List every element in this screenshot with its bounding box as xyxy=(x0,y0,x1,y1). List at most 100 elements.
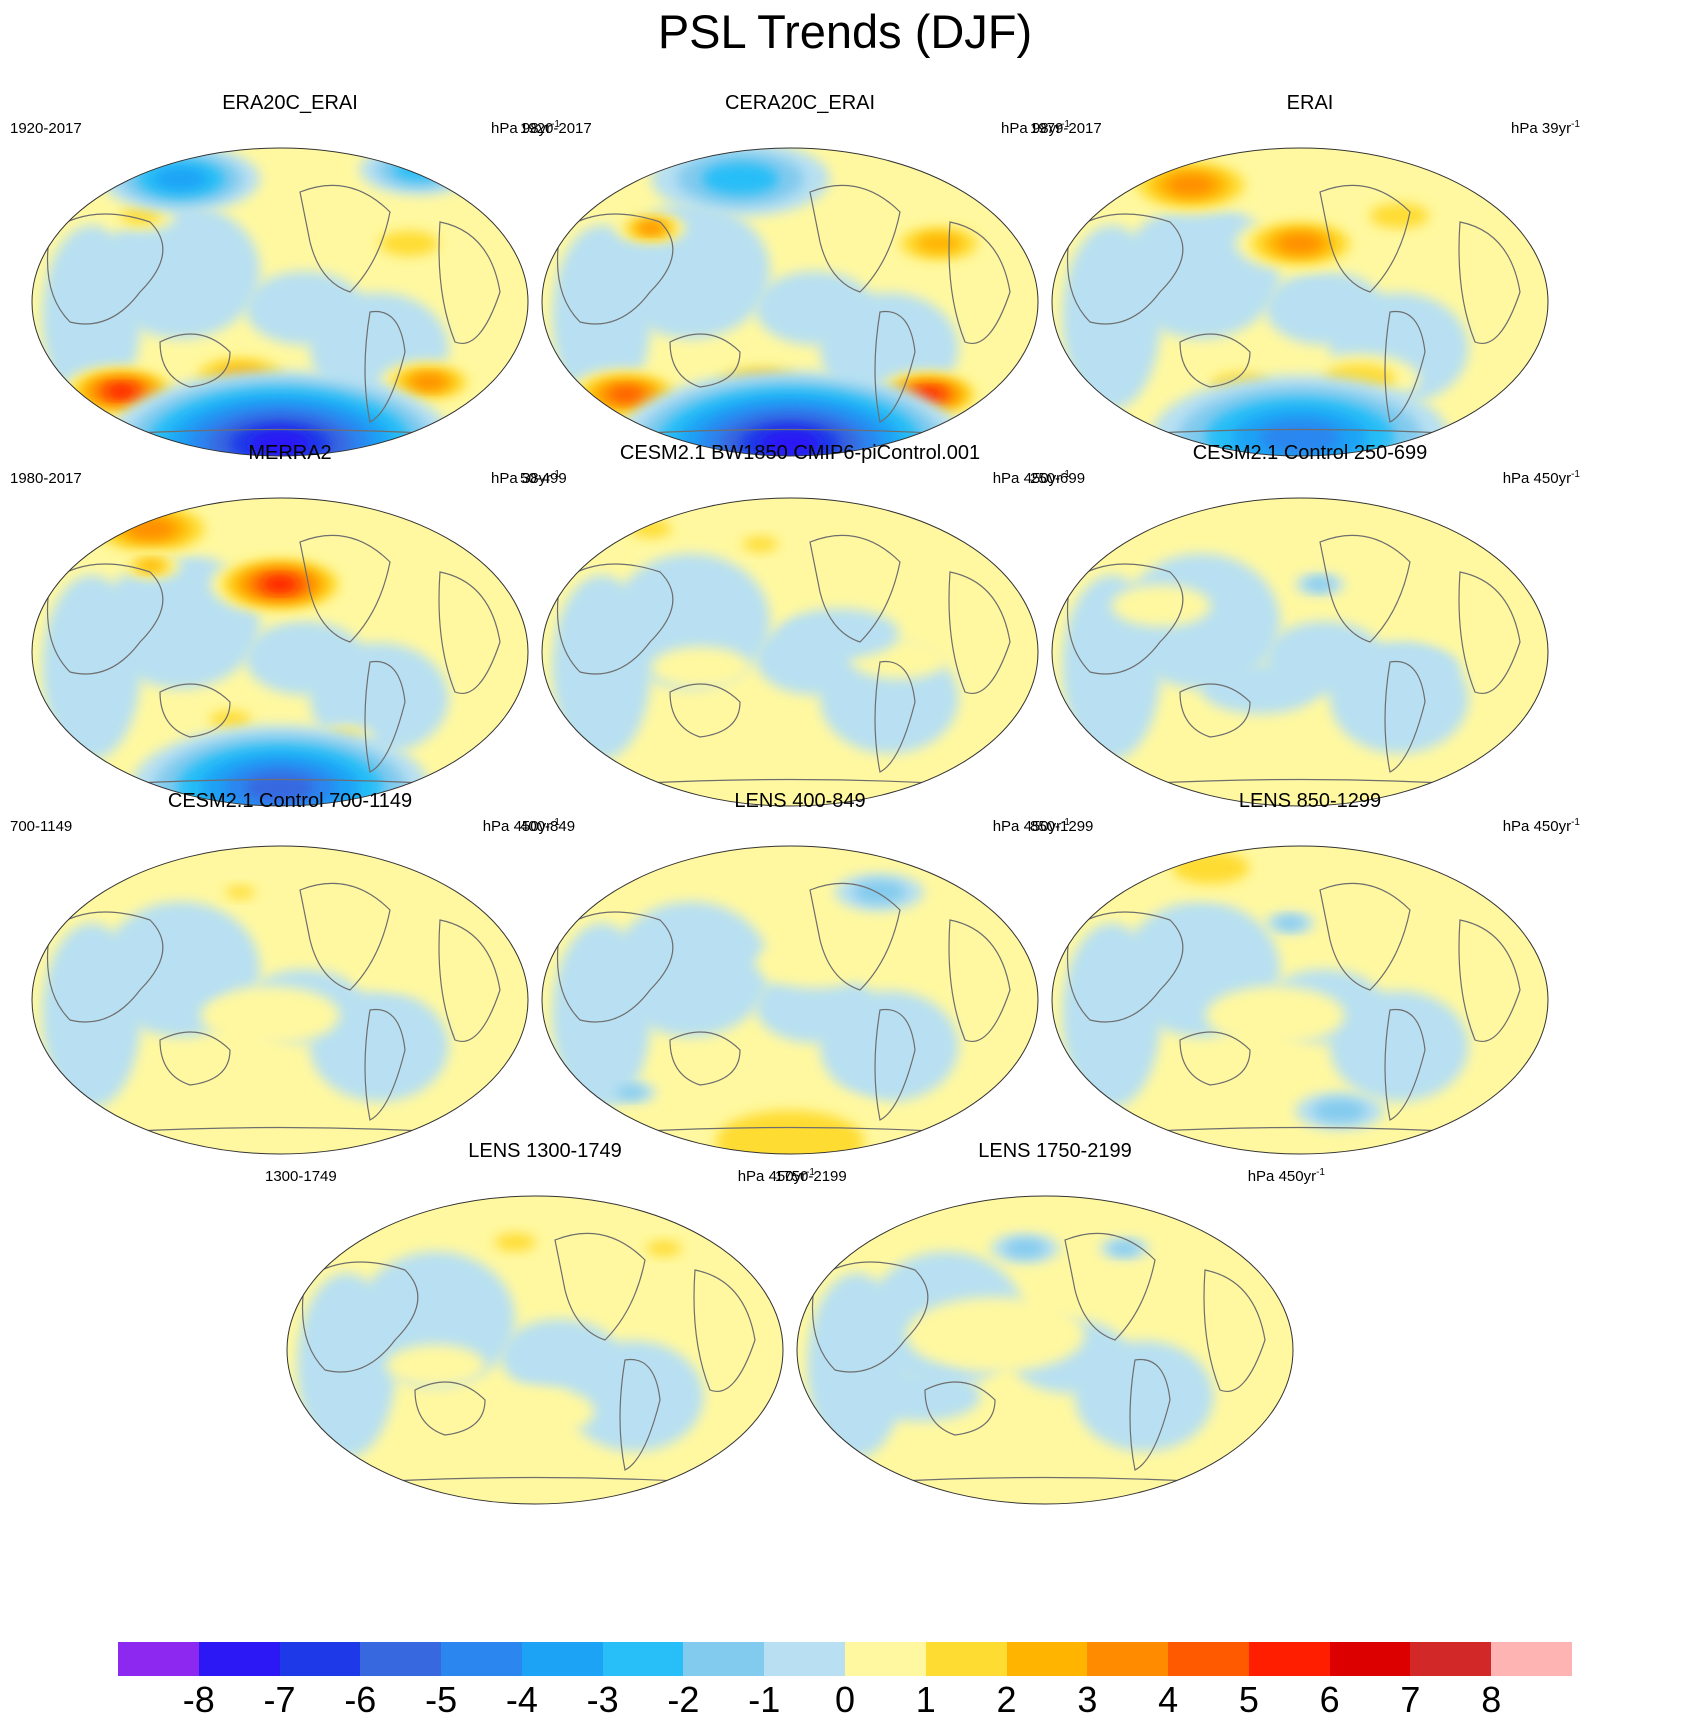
map-panel: LENS 1300-1749 1300-1749 hPa 450yr-1 xyxy=(265,1140,825,1520)
panel-title: ERAI xyxy=(1286,92,1334,114)
map-svg xyxy=(1051,497,1549,807)
units-exponent: -1 xyxy=(806,1167,815,1178)
map-svg xyxy=(541,845,1039,1155)
units-value: 450yr xyxy=(513,818,552,835)
colorbar-tick: 4 xyxy=(1158,1679,1179,1720)
map-svg xyxy=(541,497,1039,807)
colorbar-tick: 5 xyxy=(1238,1679,1259,1720)
trend-contour xyxy=(780,608,900,659)
trend-contour xyxy=(494,1233,536,1251)
trend-contour xyxy=(1359,646,1459,689)
units-prefix: hPa xyxy=(491,470,522,487)
map-panel: MERRA2 1980-2017 hPa 38yr-1 xyxy=(10,442,570,822)
panel-title: ERA20C_ERAI xyxy=(222,92,358,114)
units-prefix: hPa xyxy=(1511,120,1542,137)
map-svg xyxy=(31,497,529,807)
units-prefix: hPa xyxy=(1001,120,1032,137)
colorbar-swatch xyxy=(1087,1642,1169,1676)
colorbar-swatch xyxy=(279,1642,361,1676)
panel-period: 1300-1749 xyxy=(265,1168,337,1185)
panel-title: LENS 850-1299 xyxy=(1238,790,1382,812)
negative-zone xyxy=(1061,923,1162,1108)
units-prefix: hPa xyxy=(1247,1168,1279,1185)
units-exponent: -1 xyxy=(1571,817,1580,828)
colorbar-tick: 1 xyxy=(915,1679,936,1720)
colorbar-tick: 0 xyxy=(834,1679,856,1720)
map-panel: ERA20C_ERAI 1920-2017 hPa 98yr-1 xyxy=(10,92,570,472)
colorbar-swatch xyxy=(1410,1642,1492,1676)
colorbar-swatch xyxy=(118,1642,200,1676)
map-panel: LENS 1750-2199 1750-2199 hPa 450yr-1 xyxy=(775,1140,1335,1520)
negative-zone xyxy=(245,621,365,696)
map-border xyxy=(31,497,529,807)
panel-units: hPa 450yr-1 xyxy=(738,1164,815,1186)
negative-zone xyxy=(101,203,261,339)
negative-zone xyxy=(41,575,142,760)
panel-title: CERA20C_ERAI xyxy=(724,92,876,114)
panel-title: LENS 400-849 xyxy=(734,790,866,812)
panel-period: 50-499 xyxy=(520,470,567,487)
panel-units: hPa 450yr-1 xyxy=(993,814,1070,836)
trend-contour xyxy=(225,885,256,899)
map-panel: CERA20C_ERAI 1920-2017 hPa 98yr-1 xyxy=(520,92,1080,472)
colorbar-tick-labels: -8 -7 -6 -5 -4 -3 -2 -1 0 1 2 3 4 5 6 7 8 xyxy=(0,1680,1690,1724)
colorbar-swatch xyxy=(1491,1642,1573,1676)
panel-units: hPa 39yr-1 xyxy=(1511,116,1580,138)
trend-contour xyxy=(1167,175,1215,195)
panel-period: 700-1149 xyxy=(10,818,73,835)
trend-contour xyxy=(715,1110,865,1154)
units-exponent: -1 xyxy=(1061,119,1070,130)
trend-contour xyxy=(646,1240,682,1256)
units-value: 98yr xyxy=(521,120,552,137)
negative-zone xyxy=(611,901,771,1037)
panel-period: 850-1299 xyxy=(1030,818,1094,835)
trend-contour xyxy=(376,151,462,188)
colorbar-swatch xyxy=(764,1642,846,1676)
colorbar-tick: -2 xyxy=(667,1679,700,1720)
map-border xyxy=(31,845,529,1155)
panel-period: 1920-2017 xyxy=(10,120,82,137)
panel-units: hPa 450yr-1 xyxy=(1248,1164,1325,1186)
negative-zone xyxy=(755,969,875,1044)
map-svg xyxy=(1051,845,1549,1155)
units-exponent: -1 xyxy=(551,817,560,828)
trend-contour xyxy=(120,207,162,225)
map-border xyxy=(1051,147,1549,457)
map-border xyxy=(541,497,1039,807)
negative-zone xyxy=(41,225,142,410)
map-panel: ERAI 1979-2017 hPa 39yr-1 xyxy=(1030,92,1590,472)
colorbar xyxy=(118,1642,1573,1676)
panel-title: MERRA2 xyxy=(248,442,332,464)
panel-units: hPa 98yr-1 xyxy=(1001,116,1070,138)
trend-contour xyxy=(1278,234,1322,253)
colorbar-tick: 6 xyxy=(1319,1679,1340,1720)
units-value: 450yr xyxy=(1278,1168,1317,1185)
colorbar-tick: 3 xyxy=(1077,1679,1098,1720)
trend-contour xyxy=(1473,870,1504,884)
trend-contour xyxy=(412,375,446,390)
colorbar-swatch xyxy=(845,1642,927,1676)
units-exponent: -1 xyxy=(1061,817,1070,828)
trend-contour xyxy=(1275,916,1305,930)
units-value: hPa 450yr xyxy=(1502,470,1572,487)
trend-contour xyxy=(127,519,175,539)
map-svg xyxy=(31,147,529,457)
colorbar-tick: -7 xyxy=(263,1679,296,1720)
negative-zone xyxy=(551,225,652,410)
trend-contour xyxy=(393,158,445,181)
trend-contour xyxy=(200,986,340,1045)
colorbar-swatch xyxy=(360,1642,442,1676)
map-panel: LENS 850-1299 850-1299 hPa 450yr-1 xyxy=(1030,790,1590,1170)
negative-zone xyxy=(1061,225,1162,410)
colorbar-swatch xyxy=(925,1642,1008,1676)
trend-contour xyxy=(1369,203,1429,229)
negative-zone xyxy=(41,923,142,1108)
trend-contour xyxy=(1205,986,1345,1045)
panel-title: CESM2.1 Control 700-1149 xyxy=(167,790,413,812)
panel-title: LENS 1300-1749 xyxy=(468,1140,622,1162)
units-exponent: -1 xyxy=(551,119,560,130)
colorbar-tick: -3 xyxy=(586,1679,619,1720)
units-exponent: -1 xyxy=(1061,469,1070,480)
negative-zone xyxy=(551,575,652,760)
trend-contour xyxy=(138,560,164,572)
